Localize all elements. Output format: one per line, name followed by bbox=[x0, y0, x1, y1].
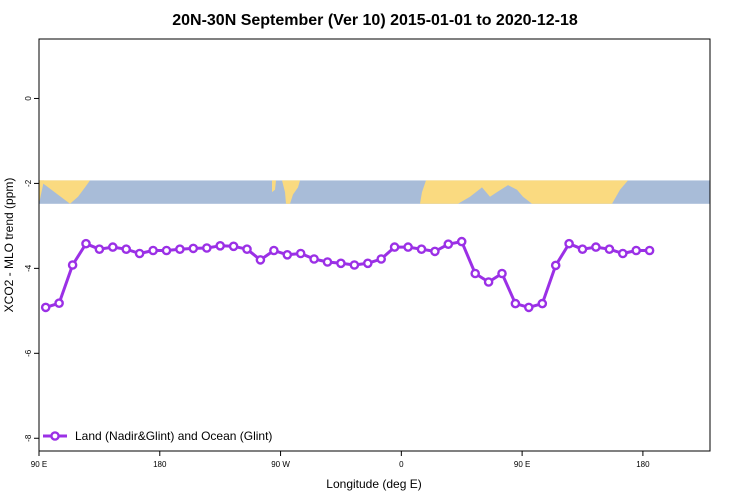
data-point bbox=[497, 268, 507, 279]
data-point bbox=[269, 245, 279, 256]
data-point bbox=[40, 302, 51, 313]
data-point bbox=[349, 260, 360, 270]
x-tick-label: 90 E bbox=[514, 460, 530, 469]
data-point bbox=[81, 238, 91, 249]
y-tick-label: -2 bbox=[24, 179, 33, 187]
data-point bbox=[188, 243, 199, 254]
x-tick-label: 180 bbox=[153, 460, 167, 469]
data-point bbox=[148, 245, 158, 256]
data-point bbox=[564, 238, 574, 249]
data-point bbox=[430, 246, 440, 257]
data-point bbox=[295, 248, 306, 259]
data-point bbox=[255, 255, 266, 265]
data-point bbox=[67, 260, 78, 270]
x-tick-label: 180 bbox=[636, 460, 650, 469]
data-point bbox=[228, 241, 239, 252]
x-tick-label: 90 E bbox=[31, 460, 47, 469]
y-axis-label: XCO2 - MLO trend (ppm) bbox=[2, 178, 16, 313]
data-point bbox=[631, 245, 642, 256]
y-axis: 0 -2 -4 -6 -8 bbox=[24, 96, 39, 442]
data-point bbox=[510, 298, 521, 309]
legend: Land (Nadir&Glint) and Ocean (Glint) bbox=[43, 429, 272, 443]
series-layer bbox=[40, 236, 655, 313]
y-tick-label: 0 bbox=[24, 96, 33, 101]
data-point bbox=[215, 240, 225, 251]
data-point bbox=[591, 242, 601, 252]
data-point bbox=[456, 236, 467, 247]
data-point bbox=[161, 245, 172, 256]
map-land bbox=[272, 180, 276, 193]
data-point bbox=[403, 242, 413, 252]
data-point bbox=[322, 257, 333, 267]
chart-title: 20N-30N September (Ver 10) 2015-01-01 to… bbox=[172, 12, 578, 29]
data-point bbox=[618, 248, 628, 259]
data-point bbox=[443, 239, 454, 249]
data-point bbox=[242, 244, 252, 254]
legend-marker-swatch bbox=[50, 431, 60, 441]
legend-label: Land (Nadir&Glint) and Ocean (Glint) bbox=[75, 429, 272, 443]
map-land bbox=[545, 194, 552, 200]
data-point bbox=[362, 258, 373, 269]
series-line bbox=[45, 240, 650, 309]
data-point bbox=[644, 245, 655, 256]
data-point bbox=[336, 258, 346, 269]
y-tick-label: -8 bbox=[24, 434, 33, 442]
data-point bbox=[108, 242, 118, 252]
data-point bbox=[54, 298, 64, 309]
data-point bbox=[94, 244, 105, 254]
data-point bbox=[470, 268, 481, 279]
map-land bbox=[494, 182, 500, 188]
data-point bbox=[416, 244, 427, 254]
data-point bbox=[483, 277, 494, 287]
data-point bbox=[376, 254, 387, 264]
data-point bbox=[134, 248, 145, 259]
map-land bbox=[39, 180, 44, 204]
data-point bbox=[550, 260, 561, 271]
data-point bbox=[309, 254, 319, 264]
data-point bbox=[389, 242, 400, 252]
data-point bbox=[524, 302, 534, 313]
data-point bbox=[577, 244, 588, 254]
data-point bbox=[282, 249, 293, 260]
y-tick-label: -6 bbox=[24, 349, 33, 357]
map-land bbox=[522, 182, 528, 188]
map-land bbox=[282, 180, 300, 204]
data-point bbox=[175, 244, 185, 254]
map-band bbox=[39, 180, 710, 204]
data-point bbox=[604, 244, 615, 254]
x-axis-label: Longitude (deg E) bbox=[326, 477, 421, 491]
x-tick-label: 0 bbox=[399, 460, 404, 469]
data-point bbox=[121, 244, 131, 254]
data-point bbox=[201, 243, 212, 253]
map-land bbox=[39, 180, 90, 204]
y-tick-label: -4 bbox=[24, 264, 33, 272]
map-land bbox=[420, 180, 628, 204]
x-tick-label: 90 W bbox=[271, 460, 290, 469]
plot-frame bbox=[38, 38, 711, 452]
x-axis: 90 E 180 90 W 0 90 E 180 bbox=[31, 451, 650, 469]
data-point bbox=[537, 298, 548, 309]
